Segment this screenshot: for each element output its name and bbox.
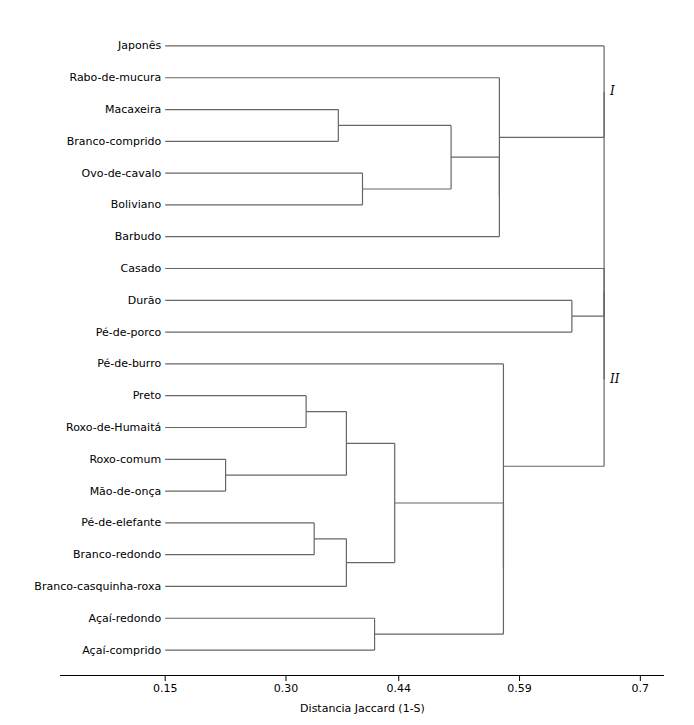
- svg-text:Roxo-comum: Roxo-comum: [89, 453, 161, 466]
- svg-text:Branco-redondo: Branco-redondo: [73, 548, 161, 561]
- svg-text:Distancia Jaccard (1-S): Distancia Jaccard (1-S): [300, 702, 425, 715]
- svg-text:Ovo-de-cavalo: Ovo-de-cavalo: [82, 167, 162, 180]
- svg-text:Japonês: Japonês: [117, 39, 161, 52]
- svg-text:0.59: 0.59: [507, 682, 532, 695]
- svg-text:Pé-de-elefante: Pé-de-elefante: [81, 516, 161, 529]
- svg-text:Branco-comprido: Branco-comprido: [67, 135, 162, 148]
- svg-text:Roxo-de-Humaitá: Roxo-de-Humaitá: [66, 421, 161, 434]
- svg-text:Açaí-redondo: Açaí-redondo: [89, 612, 162, 625]
- svg-text:Branco-casquinha-roxa: Branco-casquinha-roxa: [34, 580, 161, 593]
- svg-text:I: I: [609, 84, 615, 98]
- svg-text:Pé-de-burro: Pé-de-burro: [97, 357, 161, 370]
- svg-text:Mão-de-onça: Mão-de-onça: [90, 485, 162, 498]
- svg-text:0.15: 0.15: [153, 682, 178, 695]
- svg-text:0.7: 0.7: [632, 682, 650, 695]
- svg-text:Preto: Preto: [133, 389, 162, 402]
- svg-text:Macaxeira: Macaxeira: [105, 103, 161, 116]
- svg-text:Boliviano: Boliviano: [111, 198, 162, 211]
- svg-text:Durão: Durão: [128, 294, 162, 307]
- svg-text:Casado: Casado: [121, 262, 162, 275]
- svg-text:Pé-de-porco: Pé-de-porco: [96, 326, 162, 339]
- svg-text:Rabo-de-mucura: Rabo-de-mucura: [69, 71, 161, 84]
- svg-text:II: II: [609, 372, 620, 386]
- svg-text:Barbudo: Barbudo: [115, 230, 162, 243]
- svg-text:0.44: 0.44: [386, 682, 411, 695]
- svg-text:Açaí-comprido: Açaí-comprido: [82, 644, 161, 657]
- svg-text:0.30: 0.30: [274, 682, 299, 695]
